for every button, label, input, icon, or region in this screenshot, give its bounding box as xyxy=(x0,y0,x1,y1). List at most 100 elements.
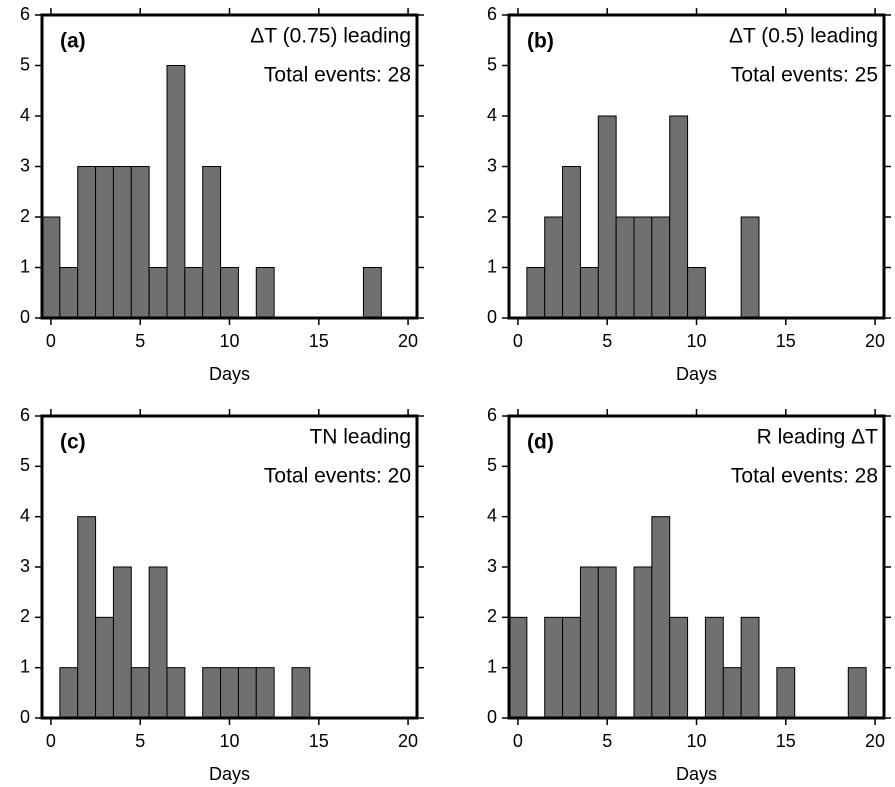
bar xyxy=(633,216,653,319)
x-tick-label: 5 xyxy=(135,731,145,751)
bar xyxy=(633,566,653,719)
panel: 0 1 2 3 4 5 6 0 5 10 15 20 Days (d) R leading ΔT Total … xyxy=(487,405,891,784)
x-tick-label: 0 xyxy=(46,731,56,751)
bar xyxy=(544,616,564,719)
panel: 0 1 2 3 4 5 6 0 5 10 15 20 Days (a) ΔT (0.75) leading T… xyxy=(20,4,424,384)
bar xyxy=(112,166,132,319)
bar xyxy=(166,65,186,319)
y-tick-label: 4 xyxy=(487,105,497,125)
bar xyxy=(77,166,97,319)
y-tick-label: 3 xyxy=(20,556,30,576)
x-tick-label: 10 xyxy=(219,331,239,351)
x-tick-label: 20 xyxy=(398,331,418,351)
y-tick-label: 3 xyxy=(487,155,497,175)
bar xyxy=(687,267,706,319)
x-tick-label: 15 xyxy=(309,331,329,351)
panel-label: (d) xyxy=(527,431,554,454)
bar xyxy=(651,216,671,319)
y-tick-label: 3 xyxy=(487,556,497,576)
x-tick-label: 5 xyxy=(602,731,612,751)
x-tick-label: 5 xyxy=(602,331,612,351)
y-tick-label: 6 xyxy=(20,4,30,24)
x-tick-label: 0 xyxy=(513,331,523,351)
y-tick-label: 5 xyxy=(487,455,497,475)
x-tick-label: 20 xyxy=(865,731,885,751)
panel-label: (b) xyxy=(527,30,554,53)
y-tick-label: 6 xyxy=(20,405,30,425)
bar xyxy=(148,566,168,719)
y-tick-label: 1 xyxy=(487,656,497,676)
y-tick-label: 5 xyxy=(20,455,30,475)
bar xyxy=(562,166,581,319)
panel-label: (a) xyxy=(60,30,86,53)
x-tick-label: 15 xyxy=(776,331,796,351)
y-tick-label: 0 xyxy=(487,307,497,327)
bar xyxy=(597,115,617,319)
y-tick-label: 3 xyxy=(20,155,30,175)
y-tick-label: 1 xyxy=(20,656,30,676)
x-tick-label: 20 xyxy=(865,331,885,351)
total-events: Total events: 20 xyxy=(264,465,411,488)
bar xyxy=(166,667,186,719)
bar xyxy=(362,267,382,319)
y-tick-label: 0 xyxy=(487,707,497,727)
bar xyxy=(202,667,222,719)
bar xyxy=(740,216,760,319)
bar xyxy=(544,216,564,319)
bar xyxy=(77,516,97,719)
bar xyxy=(740,616,760,719)
x-tick-label: 0 xyxy=(513,731,523,751)
panel-label: (c) xyxy=(60,431,86,454)
bar xyxy=(526,267,546,319)
bar xyxy=(59,667,79,719)
y-tick-label: 2 xyxy=(487,206,497,226)
bar xyxy=(722,667,742,719)
bar xyxy=(669,115,689,319)
x-axis-title: Days xyxy=(676,364,717,384)
plot-frame xyxy=(507,414,886,720)
bar xyxy=(776,667,796,719)
total-events: Total events: 28 xyxy=(264,64,411,87)
plot-frame xyxy=(507,13,886,320)
y-tick-label: 0 xyxy=(20,707,30,727)
bar xyxy=(669,616,689,719)
bar xyxy=(291,667,311,719)
bar xyxy=(579,566,599,719)
x-axis-title: Days xyxy=(209,764,250,784)
x-tick-label: 15 xyxy=(776,731,796,751)
bar xyxy=(508,616,528,719)
bar xyxy=(615,216,635,319)
bar xyxy=(59,267,79,319)
bar xyxy=(220,667,239,719)
bar xyxy=(597,566,617,719)
bar xyxy=(704,616,724,719)
y-tick-label: 4 xyxy=(487,505,497,525)
bar xyxy=(130,667,150,719)
plot-frame xyxy=(40,414,419,720)
bar xyxy=(255,667,275,719)
y-tick-label: 2 xyxy=(487,606,497,626)
bar xyxy=(95,166,114,319)
bar xyxy=(220,267,239,319)
x-tick-label: 10 xyxy=(219,731,239,751)
annotation: TN leading xyxy=(309,426,411,449)
y-tick-label: 2 xyxy=(20,606,30,626)
panel: 0 1 2 3 4 5 6 0 5 10 15 20 Days (c) TN leading Total ev… xyxy=(20,405,424,784)
x-tick-label: 5 xyxy=(135,331,145,351)
y-tick-label: 6 xyxy=(487,4,497,24)
y-tick-label: 6 xyxy=(487,405,497,425)
panel: 0 1 2 3 4 5 6 0 5 10 15 20 Days (b) ΔT (0.5) leading To… xyxy=(487,4,891,384)
y-tick-label: 0 xyxy=(20,307,30,327)
bar xyxy=(562,616,581,719)
y-tick-label: 2 xyxy=(20,206,30,226)
y-tick-label: 4 xyxy=(20,505,30,525)
bar xyxy=(255,267,275,319)
y-tick-label: 5 xyxy=(487,54,497,74)
bar xyxy=(148,267,168,319)
bar xyxy=(847,667,867,719)
annotation: ΔT (0.75) leading xyxy=(250,25,411,48)
bar xyxy=(95,616,114,719)
x-tick-label: 10 xyxy=(686,731,706,751)
y-tick-label: 5 xyxy=(20,54,30,74)
